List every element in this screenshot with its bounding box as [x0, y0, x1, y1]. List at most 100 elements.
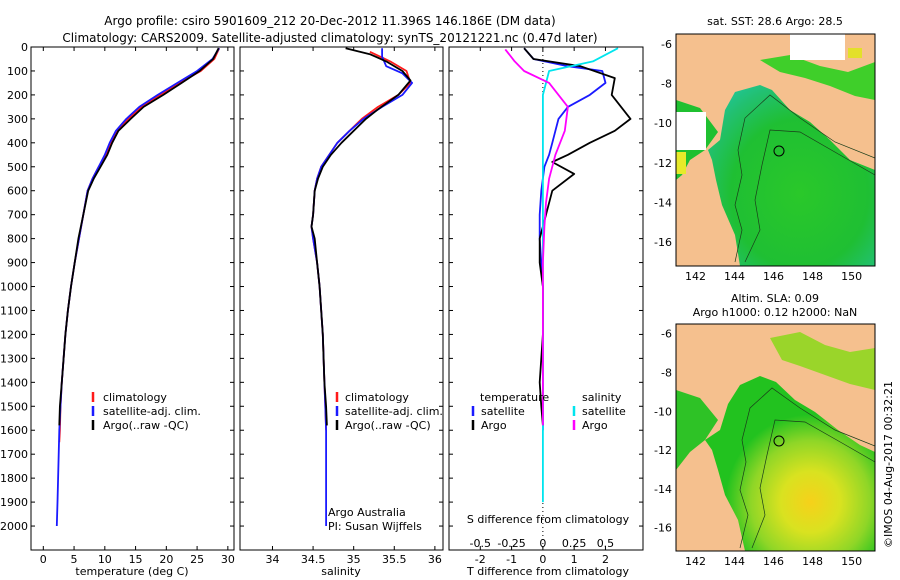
argo-position-marker [773, 435, 785, 447]
salinity-legend: climatology satellite-adj. clim. Argo(..… [328, 391, 443, 533]
difference-series-s-satellite [542, 47, 619, 503]
sst-map-lat-label: -16 [654, 236, 672, 249]
imos-credit: ©IMOS 04-Aug-2017 00:32:21 [882, 381, 895, 548]
axes-layer: 0 5 10 15 20 25 300100200300400500600700800900… [0, 38, 862, 568]
depth-tick-label: 1100 [0, 304, 28, 317]
temperature-legend: climatology satellite-adj. clim. Argo(..… [91, 391, 201, 432]
temperature-xtick-label: 20 [159, 553, 173, 566]
difference-series-t-satellite [523, 47, 607, 431]
temperature-xtick-label: 25 [190, 553, 204, 566]
depth-tick-label: 700 [7, 209, 28, 222]
depth-tick-label: 800 [7, 233, 28, 246]
legend-label-s-satellite: satellite [582, 405, 626, 418]
sla-shelf-contour [751, 419, 875, 549]
legend-salinity-heading: salinity [582, 391, 622, 404]
sst-map-lon-label: 142 [685, 270, 706, 283]
difference-series-t-argo [523, 47, 632, 426]
sla-map-lat-label: -16 [654, 522, 672, 535]
depth-tick-label: 400 [7, 137, 28, 150]
depth-tick-label: 1800 [0, 472, 28, 485]
difference-xtick-label: 2 [602, 553, 609, 566]
legend-label-t-argo: Argo [481, 419, 507, 432]
s-difference-tick-label: -0.5 [470, 537, 491, 550]
difference-xtick-label: 1 [571, 553, 578, 566]
depth-tick-label: 900 [7, 257, 28, 270]
sst-map-frame [675, 33, 876, 267]
sst-yellow-patch [676, 152, 686, 174]
sst-missing-patch [676, 112, 706, 150]
legend-label-argo: Argo(..raw -QC) [345, 419, 431, 432]
depth-tick-label: 1600 [0, 424, 28, 437]
sla-map-lat-label: -14 [654, 483, 672, 496]
temperature-xtick-label: 0 [40, 553, 47, 566]
argo-position-marker [773, 145, 785, 157]
difference-panel [448, 46, 644, 551]
sst-map [676, 34, 875, 266]
depth-tick-label: 1200 [0, 328, 28, 341]
salinity-series-group [310, 47, 414, 526]
sla-map-lat-label: -10 [654, 405, 672, 418]
sla-map-lon-label: 150 [841, 555, 862, 568]
s-difference-tick-label: 0.25 [562, 537, 587, 550]
temperature-xtick-label: 10 [98, 553, 112, 566]
legend-label-climatology: climatology [345, 391, 409, 404]
depth-tick-label: 0 [21, 41, 28, 54]
depth-tick-label: 1900 [0, 496, 28, 509]
depth-tick-label: 500 [7, 161, 28, 174]
depth-tick-label: 2000 [0, 520, 28, 533]
temperature-panel [30, 46, 235, 551]
difference-xtick-label: -2 [475, 553, 486, 566]
legend-label-t-satellite: satellite [481, 405, 525, 418]
salinity-panel [239, 46, 444, 551]
legend-label-satellite: satellite-adj. clim. [103, 405, 201, 418]
salinity-xtick-label: 34.5 [301, 553, 326, 566]
profile-lines-layer [55, 47, 632, 527]
salinity-series-argo [310, 47, 412, 426]
sst-map-lat-label: -6 [661, 38, 672, 51]
sst-map-lat-label: -8 [661, 78, 672, 91]
depth-tick-label: 200 [7, 89, 28, 102]
legend-temperature-heading: temperature [480, 391, 549, 404]
difference-xtick-label: 0 [539, 553, 546, 566]
depth-tick-label: 1500 [0, 400, 28, 413]
salinity-xlabel: salinity [321, 565, 361, 578]
difference-legend: temperature satellite Argo salinity sate… [467, 391, 630, 526]
sla-gulf-field [676, 390, 718, 470]
sst-yellow-patch [848, 48, 862, 58]
temperature-xtick-label: 30 [221, 553, 235, 566]
depth-tick-label: 1400 [0, 376, 28, 389]
sst-map-lon-label: 148 [802, 270, 823, 283]
sst-shelf-contour [744, 129, 875, 263]
sst-map-lat-label: -14 [654, 197, 672, 210]
difference-xlabel: T difference from climatology [466, 565, 629, 578]
sst-shelf-contour [734, 94, 875, 263]
sst-map-lat-label: -10 [654, 117, 672, 130]
salinity-series-climatology [310, 50, 412, 431]
sla-shelf-contour [739, 387, 875, 549]
salinity-xtick-label: 34 [265, 553, 279, 566]
s-difference-label: S difference from climatology [467, 513, 630, 526]
temperature-series-satellite-adj-clim- [55, 47, 220, 527]
sst-map-lat-label: -12 [654, 157, 672, 170]
sla-map-lon-label: 144 [724, 555, 745, 568]
temperature-xtick-label: 15 [129, 553, 143, 566]
sla-ocean-field [705, 376, 875, 551]
pi-label: PI: Susan Wijffels [328, 520, 422, 533]
difference-series-group [504, 47, 632, 503]
argo-australia-label: Argo Australia [328, 506, 406, 519]
salinity-xtick-label: 35 [347, 553, 361, 566]
depth-tick-label: 300 [7, 113, 28, 126]
sla-map-title-line1: Altim. SLA: 0.09 [731, 292, 819, 305]
depth-tick-label: 1000 [0, 281, 28, 294]
figure-title-line2: Climatology: CARS2009. Satellite-adjuste… [62, 31, 597, 45]
sla-map-lat-label: -8 [661, 367, 672, 380]
sla-map [676, 324, 875, 551]
sla-map-title-line2: Argo h1000: 0.12 h2000: NaN [693, 306, 858, 319]
temperature-xlabel: temperature (deg C) [75, 565, 188, 578]
sst-map-lon-label: 144 [724, 270, 745, 283]
difference-xtick-label: -1 [506, 553, 517, 566]
s-difference-tick-label: -0.25 [497, 537, 525, 550]
sla-map-lon-label: 142 [685, 555, 706, 568]
sst-map-lon-label: 146 [763, 270, 784, 283]
